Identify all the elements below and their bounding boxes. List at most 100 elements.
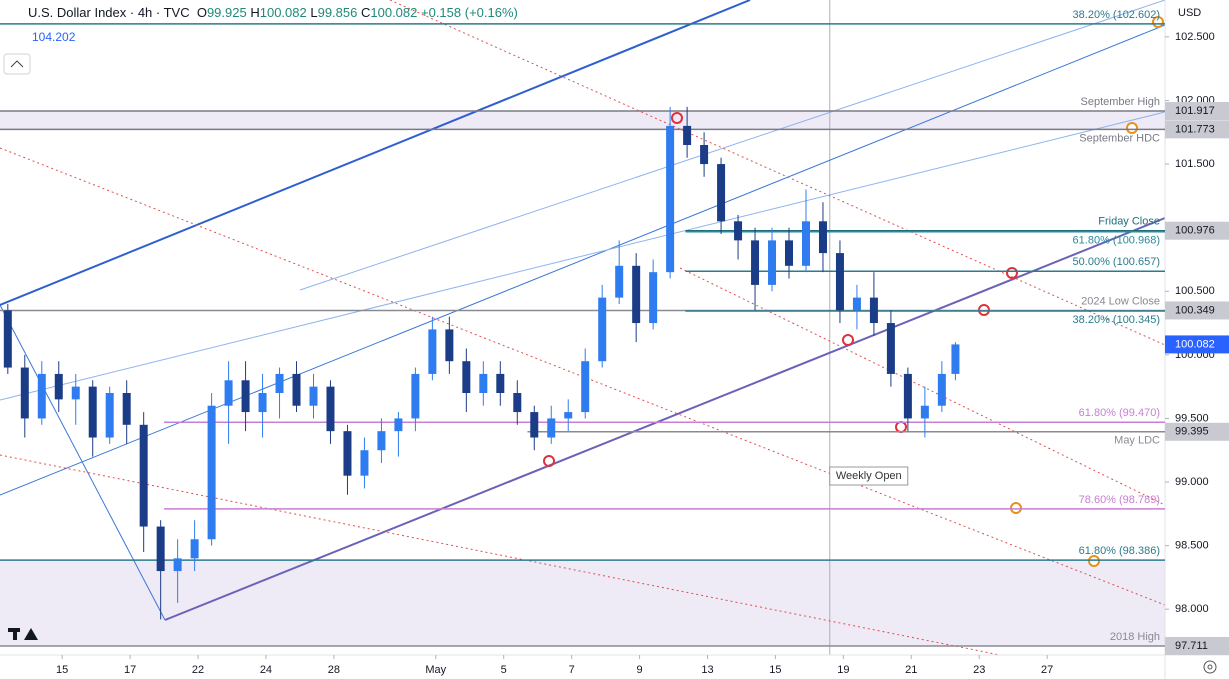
price-tag-label: 101.917 <box>1175 105 1215 117</box>
candle-body <box>903 373 912 419</box>
marker <box>1006 267 1018 279</box>
level-label: 2018 High <box>1110 631 1160 643</box>
level-label: 2024 Low Close <box>1081 295 1160 307</box>
candle-body <box>869 297 878 324</box>
collapse-button[interactable] <box>3 53 31 75</box>
candle-body <box>734 221 743 241</box>
candle-body <box>598 297 607 362</box>
price-tag-label: 99.395 <box>1175 426 1209 438</box>
level-label: 61.80% (98.386) <box>1079 545 1160 557</box>
x-tick-label: 15 <box>769 664 781 676</box>
pitchfork-line <box>299 0 1166 291</box>
candle-body <box>139 424 148 527</box>
x-tick-label: 22 <box>192 664 204 676</box>
candle-body <box>818 221 827 254</box>
y-tick-label: 98.500 <box>1175 540 1209 552</box>
candle-body <box>768 240 777 285</box>
shaded-zone <box>0 111 1165 130</box>
candle-body <box>258 393 267 413</box>
x-tick-label: 24 <box>260 664 272 676</box>
candle-body <box>88 386 97 438</box>
secondary-symbol: 104.202 <box>32 30 76 44</box>
x-tick-label: 13 <box>701 664 713 676</box>
level-label: 78.60% (98.789) <box>1079 494 1160 506</box>
candle-body <box>852 297 861 311</box>
ohlc-label: C <box>360 5 371 20</box>
price-tag <box>1165 221 1229 240</box>
currency: USD <box>1178 7 1201 19</box>
candle-body <box>785 240 794 266</box>
level-label: September High <box>1081 96 1161 108</box>
x-tick-label: 23 <box>973 664 985 676</box>
y-tick-label: 100.500 <box>1175 285 1215 297</box>
candle-body <box>292 373 301 406</box>
candle-body <box>224 380 233 406</box>
candle-body <box>649 272 658 324</box>
price-tag-label: 100.976 <box>1175 225 1215 237</box>
marker <box>1088 555 1100 567</box>
candle-body <box>275 373 284 393</box>
candle-body <box>581 361 590 413</box>
marker <box>1126 122 1138 134</box>
x-tick-label: 28 <box>328 664 340 676</box>
pitchfork-lower <box>164 217 1166 621</box>
candle-body <box>801 221 810 266</box>
x-tick-label: 27 <box>1041 664 1053 676</box>
y-tick-label: 98.000 <box>1175 603 1209 615</box>
level-label: May LDC <box>1114 435 1160 447</box>
ohlc-label: H <box>250 5 260 20</box>
price-tag <box>1165 301 1229 320</box>
x-tick-label: 15 <box>56 664 68 676</box>
candle-body <box>886 323 895 374</box>
candle-body <box>377 431 386 451</box>
candle-body <box>71 386 80 400</box>
logo <box>8 628 38 640</box>
candle-body <box>411 373 420 419</box>
candle-body <box>835 253 844 311</box>
marker <box>671 112 683 124</box>
candle-body <box>173 558 182 572</box>
header: U.S. Dollar Index · 4h · TVC O99.925 H10… <box>28 5 518 20</box>
y-tick-label: 99.500 <box>1175 412 1209 424</box>
candle-body <box>37 373 46 419</box>
weekly-open-label: Weekly Open <box>836 470 902 482</box>
ohlc: O99.925 H100.082 L99.856 C100.082 <box>197 5 421 20</box>
x-tick-label: 19 <box>837 664 849 676</box>
candle-body <box>190 539 199 559</box>
candle-body <box>462 361 471 393</box>
x-tick-label: May <box>425 664 446 676</box>
trend-line <box>389 0 1166 346</box>
candle-body <box>937 373 946 406</box>
x-tick-label: 5 <box>501 664 507 676</box>
y-tick-label: 102.500 <box>1175 31 1215 43</box>
x-tick-label: 9 <box>636 664 642 676</box>
symbol-title: U.S. Dollar Index · 4h · TVC <box>28 5 190 20</box>
candle-body <box>513 393 522 413</box>
change: +0.158 (+0.16%) <box>421 5 518 20</box>
x-tick-label: 21 <box>905 664 917 676</box>
weekly-open-box <box>829 466 909 486</box>
candle-body <box>309 386 318 406</box>
marker <box>1010 502 1022 514</box>
candle-body <box>479 373 488 393</box>
price-tag <box>1165 422 1229 441</box>
candle-body <box>496 373 505 393</box>
collapse-icon <box>10 60 24 68</box>
settings-icon[interactable] <box>1203 660 1217 674</box>
candle-body <box>615 265 624 298</box>
settings-icon <box>1207 664 1213 670</box>
candle-body <box>445 329 454 362</box>
candle-body <box>683 125 692 145</box>
ohlc-value: 99.925 <box>206 5 247 20</box>
candle-body <box>564 412 573 419</box>
candle-body <box>951 344 960 374</box>
price-tag <box>1165 636 1229 655</box>
level-label: Friday Close <box>1098 216 1160 228</box>
level-label: 61.80% (99.470) <box>1079 407 1160 419</box>
ohlc-value: 100.082 <box>370 5 418 20</box>
candle-body <box>20 367 29 419</box>
candle-body <box>122 393 131 425</box>
pitchfork-line <box>0 111 1166 401</box>
candle-body <box>156 526 165 572</box>
